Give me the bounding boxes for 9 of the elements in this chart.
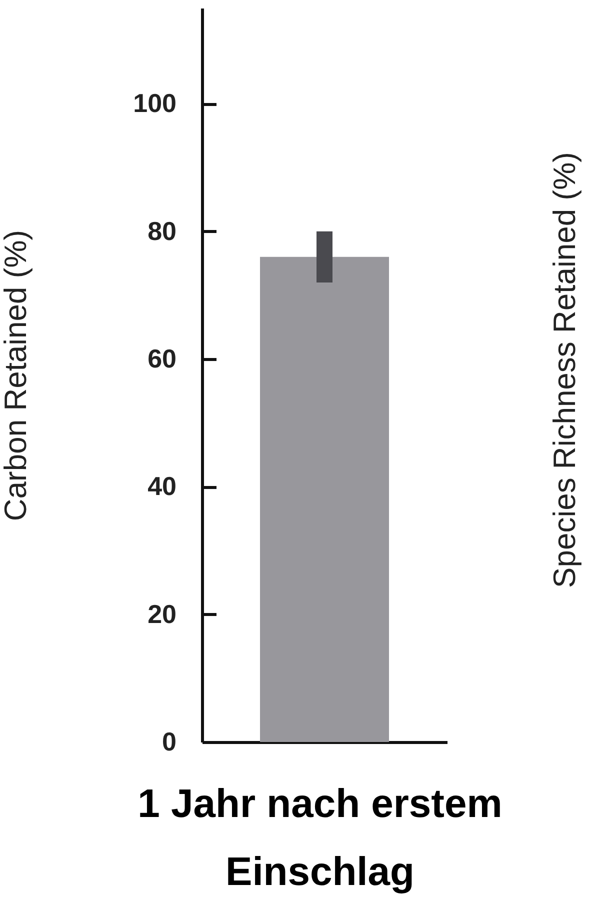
y-tick-label: 100 (133, 88, 176, 118)
x-axis-title: 1 Jahr nach erstem Einschlag (136, 781, 504, 896)
y-tick-label: 80 (148, 216, 176, 246)
y-tick-label: 0 (162, 726, 176, 756)
y2-axis-title: Species Richness Retained (%) (547, 152, 583, 588)
y-axis-title: Carbon Retained (%) (0, 230, 34, 522)
y-tick-label: 60 (148, 344, 176, 374)
y-tick-label: 40 (148, 471, 176, 502)
y-tick-label: 20 (148, 598, 176, 629)
